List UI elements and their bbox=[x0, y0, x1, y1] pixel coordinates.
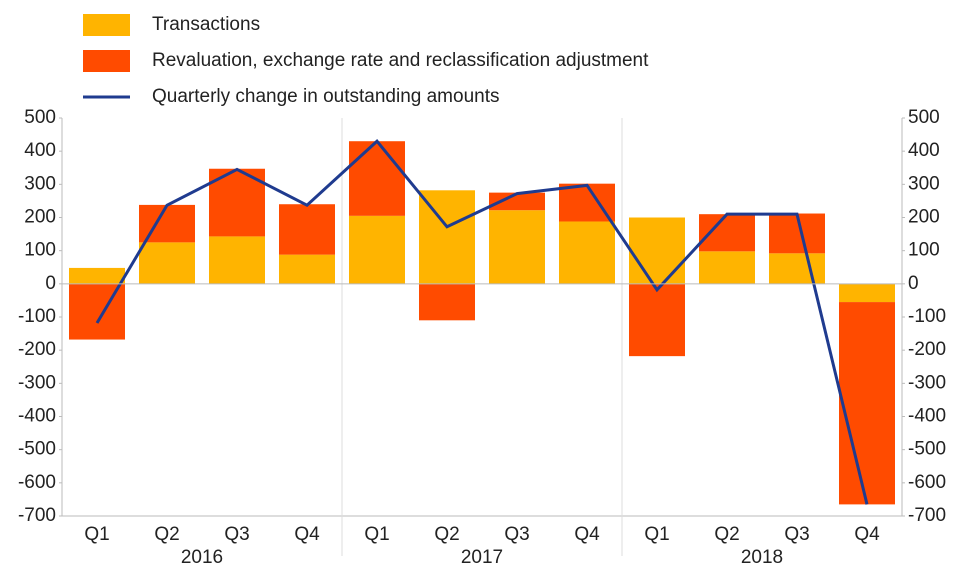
year-label: 2016 bbox=[181, 547, 223, 567]
y2-tick-label: -600 bbox=[908, 472, 946, 493]
y-tick-label: -400 bbox=[18, 406, 56, 427]
x-tick-label: Q4 bbox=[294, 524, 320, 545]
bar bbox=[489, 210, 545, 284]
bar bbox=[349, 215, 405, 284]
y2-tick-label: 500 bbox=[908, 107, 940, 128]
legend-label: Transactions bbox=[152, 14, 260, 35]
legend-swatch bbox=[83, 14, 130, 36]
legend-label: Revaluation, exchange rate and reclassif… bbox=[152, 50, 649, 71]
y-tick-label: -100 bbox=[18, 306, 56, 327]
x-tick-label: Q1 bbox=[84, 524, 109, 545]
legend-swatch bbox=[83, 50, 130, 72]
y2-tick-label: 200 bbox=[908, 207, 940, 228]
bar bbox=[489, 192, 545, 211]
y-tick-label: -300 bbox=[18, 372, 56, 393]
x-tick-label: Q4 bbox=[854, 524, 880, 545]
bar bbox=[699, 251, 755, 284]
x-tick-label: Q1 bbox=[644, 524, 669, 545]
bar bbox=[559, 221, 615, 284]
y-tick-label: 100 bbox=[24, 240, 56, 261]
bar bbox=[279, 254, 335, 284]
bar bbox=[699, 214, 755, 252]
bar bbox=[629, 283, 685, 357]
y2-tick-label: -700 bbox=[908, 505, 946, 526]
bar bbox=[279, 204, 335, 255]
x-tick-label: Q2 bbox=[434, 524, 459, 545]
y2-tick-label: -300 bbox=[908, 372, 946, 393]
y-tick-label: 500 bbox=[24, 107, 56, 128]
legend-label: Quarterly change in outstanding amounts bbox=[152, 86, 500, 107]
x-tick-label: Q3 bbox=[504, 524, 529, 545]
bar bbox=[629, 217, 685, 284]
y2-tick-label: 100 bbox=[908, 240, 940, 261]
bar bbox=[419, 283, 475, 321]
y2-tick-label: -500 bbox=[908, 439, 946, 460]
y-tick-label: -700 bbox=[18, 505, 56, 526]
y-tick-label: 0 bbox=[45, 273, 56, 294]
bar bbox=[139, 242, 195, 284]
bar bbox=[769, 253, 825, 284]
x-tick-label: Q3 bbox=[224, 524, 249, 545]
x-tick-label: Q2 bbox=[714, 524, 739, 545]
y2-tick-label: -200 bbox=[908, 339, 946, 360]
y2-tick-label: -400 bbox=[908, 406, 946, 427]
y2-tick-label: -100 bbox=[908, 306, 946, 327]
y-tick-label: 400 bbox=[24, 140, 56, 161]
bar bbox=[349, 141, 405, 216]
x-tick-label: Q4 bbox=[574, 524, 600, 545]
y-tick-label: -200 bbox=[18, 339, 56, 360]
bar bbox=[209, 236, 265, 284]
bar bbox=[69, 267, 125, 284]
bar bbox=[839, 283, 895, 303]
y2-tick-label: 300 bbox=[908, 173, 940, 194]
y2-tick-label: 400 bbox=[908, 140, 940, 161]
y2-tick-label: 0 bbox=[908, 273, 919, 294]
y-tick-label: -500 bbox=[18, 439, 56, 460]
x-tick-label: Q2 bbox=[154, 524, 179, 545]
y-tick-label: -600 bbox=[18, 472, 56, 493]
bar bbox=[839, 302, 895, 505]
y-tick-label: 300 bbox=[24, 173, 56, 194]
year-label: 2018 bbox=[741, 547, 783, 567]
x-tick-label: Q1 bbox=[364, 524, 389, 545]
year-label: 2017 bbox=[461, 547, 503, 567]
y-tick-label: 200 bbox=[24, 207, 56, 228]
x-tick-label: Q3 bbox=[784, 524, 809, 545]
line bbox=[95, 139, 869, 505]
